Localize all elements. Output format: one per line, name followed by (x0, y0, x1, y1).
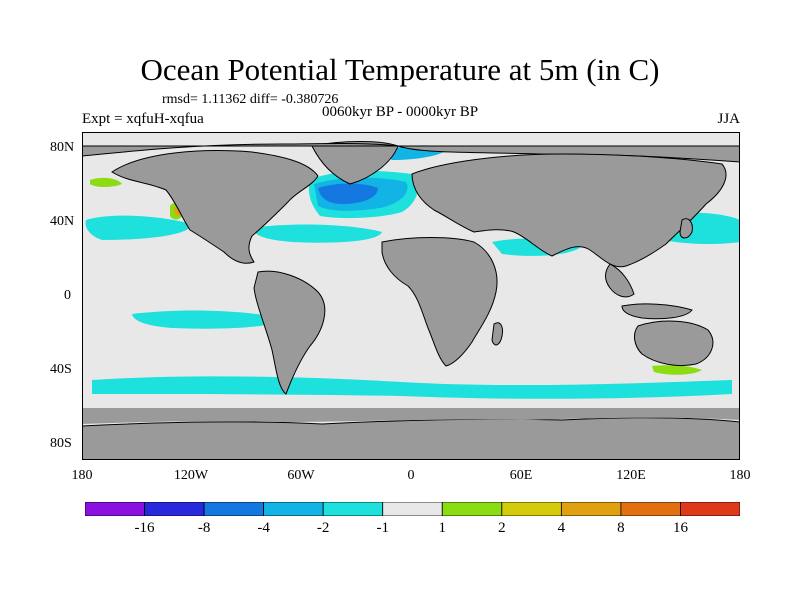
colorbar-label: -16 (134, 520, 155, 536)
map-title: Ocean Potential Temperature at 5m (in C) (140, 52, 660, 87)
x-tick-60e: 60E (509, 468, 533, 483)
map-frame (82, 132, 740, 460)
y-tick-0: 0 (64, 288, 71, 303)
southeast-asia (605, 263, 635, 298)
warm-anomaly-australia (652, 365, 702, 375)
colorbar-swatch (203, 502, 265, 516)
eurasia (411, 153, 727, 268)
colorbar-label: 8 (617, 520, 625, 536)
y-tick-40n: 40N (50, 214, 75, 229)
antarctica (82, 417, 740, 460)
south-america (253, 270, 326, 395)
greenland (311, 141, 399, 185)
north-america (111, 150, 319, 264)
colorbar-label: 1 (438, 520, 447, 536)
colorbar-swatch (441, 502, 503, 516)
colorbar-swatch (85, 502, 145, 516)
colorbar-swatch (680, 502, 740, 516)
madagascar (491, 322, 503, 346)
northeast-pacific-anomaly (85, 215, 192, 240)
x-tick-0: 0 (407, 468, 415, 483)
southern-ocean-anomaly (92, 376, 732, 399)
x-tick-60w: 60W (287, 468, 315, 483)
colorbar-swatch (144, 502, 205, 516)
colorbar-label: 4 (557, 520, 566, 536)
colorbar-swatch (620, 502, 681, 516)
season-label: JJA (717, 111, 740, 127)
indonesia (621, 303, 693, 320)
y-tick-80n: 80N (50, 140, 75, 155)
colorbar-label: -8 (197, 520, 211, 536)
colorbar-label: -4 (257, 520, 270, 536)
colorbar-swatch (501, 502, 562, 516)
colorbar-swatch (263, 502, 324, 516)
x-tick-120w: 120W (173, 468, 209, 483)
colorbar-label: 16 (672, 520, 688, 536)
australia (634, 320, 714, 367)
stats-label: rmsd= 1.11362 diff= -0.380726 (162, 92, 339, 107)
subtropical-atlantic-anomaly (252, 224, 382, 243)
x-tick-180w: 180 (71, 468, 93, 483)
japan (679, 218, 693, 239)
period-label: 0060kyr BP - 0000kyr BP (322, 104, 479, 120)
y-tick-80s: 80S (50, 436, 72, 451)
colorbar-swatch (560, 502, 622, 516)
colorbar-label: -2 (316, 520, 330, 536)
equatorial-pacific-anomaly (132, 310, 282, 329)
africa (381, 237, 498, 367)
x-tick-180e: 180 (729, 468, 751, 483)
x-tick-120e: 120E (616, 468, 646, 483)
y-tick-40s: 40S (50, 362, 72, 377)
colorbar-swatch (382, 502, 443, 516)
colorbar-swatch (322, 502, 384, 516)
warm-anomaly-arctic (90, 177, 122, 187)
map-panel (82, 132, 740, 460)
experiment-label: Expt = xqfuH-xqfua (82, 111, 204, 127)
colorbar-label: -1 (376, 520, 389, 536)
land-masses (82, 141, 740, 460)
colorbar-label: 2 (498, 520, 506, 536)
north-atlantic-core-anomaly (318, 183, 378, 204)
antarctic-shelf (82, 408, 740, 424)
colorbar (85, 502, 740, 516)
